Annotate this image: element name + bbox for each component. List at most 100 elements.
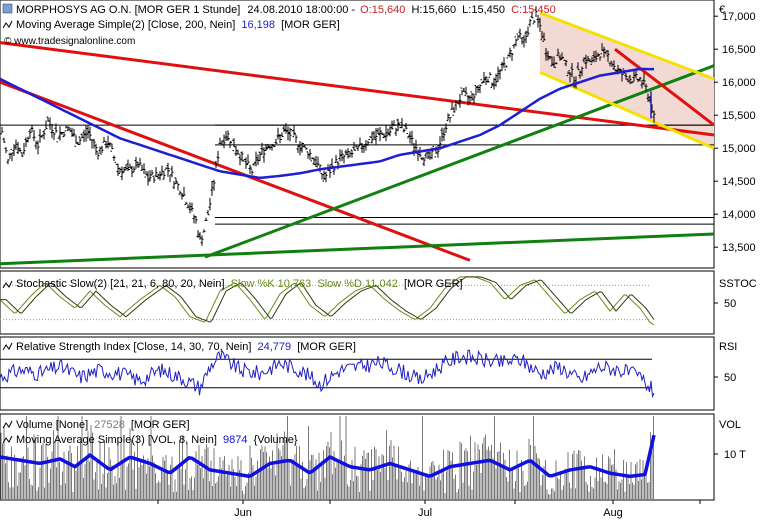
ohlc-bar	[480, 79, 484, 84]
ohlc-bar	[264, 143, 268, 151]
rsi-tail: [MOR GER]	[297, 341, 356, 353]
ohlc-bar	[116, 163, 120, 177]
ohlc-bar	[388, 126, 392, 137]
ohlc-bar	[516, 33, 520, 41]
ohlc-bar	[472, 93, 476, 104]
ohlc-bar	[158, 171, 162, 181]
ohlc-bar	[652, 110, 656, 123]
ohlc-bar	[478, 84, 482, 94]
ohlc-bar	[76, 141, 80, 145]
stoch-axis-title: SSTOC	[719, 278, 757, 290]
ohlc-bar	[466, 95, 470, 106]
volume-label1: Volume [None] 27528 [MOR GER]	[16, 419, 190, 431]
trendline-trend-red	[0, 80, 471, 262]
quote-low: L:15,450	[462, 4, 505, 16]
ohlc-bar	[162, 171, 166, 180]
trendline-trend-red	[0, 41, 715, 137]
ohlc-bar	[446, 113, 450, 122]
ohlc-bar	[548, 55, 552, 60]
ohlc-bar	[376, 127, 380, 135]
ohlc-bar	[586, 55, 590, 62]
ohlc-bar	[320, 172, 324, 180]
ohlc-bar	[294, 133, 298, 144]
ohlc-bar	[106, 135, 110, 149]
ohlc-bar	[628, 74, 632, 85]
ohlc-bar	[194, 216, 198, 224]
ohlc-bar	[178, 190, 182, 195]
ohlc-bar	[20, 152, 24, 157]
quote-open: O:15,640	[360, 4, 405, 16]
ohlc-bar	[276, 127, 280, 140]
ohlc-bar	[46, 116, 50, 122]
ohlc-bar	[386, 128, 390, 137]
volume-label2: Moving Average Simple(3) [VOL, 8, Nein] …	[16, 434, 298, 446]
ohlc-bar	[310, 157, 314, 162]
ohlc-bar	[160, 165, 164, 176]
ohlc-bar	[346, 148, 350, 159]
ohlc-bar	[64, 125, 68, 132]
ohlc-bar	[166, 162, 170, 177]
ohlc-bar	[196, 230, 200, 238]
ohlc-bar	[4, 147, 8, 154]
ohlc-bar	[500, 62, 504, 71]
stoch-series	[0, 276, 655, 326]
ohlc-bar	[324, 171, 328, 183]
volume-tick-label: 10 T	[724, 449, 746, 461]
ohlc-bar	[230, 139, 234, 144]
ohlc-bar	[28, 129, 32, 139]
ohlc-bar	[342, 154, 346, 164]
ohlc-bar	[496, 66, 500, 83]
ohlc-bar	[536, 14, 540, 28]
ohlc-bar	[640, 80, 644, 89]
ohlc-bar	[550, 56, 554, 67]
ohlc-bar	[238, 154, 242, 166]
ohlc-bar	[110, 143, 114, 152]
ohlc-bar	[292, 124, 296, 138]
ohlc-bar	[72, 128, 76, 137]
ohlc-bar	[100, 145, 104, 155]
header-line1: MORPHOSYS AG O.N. [MOR GER 1 Stunde] 24.…	[2, 3, 556, 16]
ohlc-bar	[78, 136, 82, 145]
ma-value: 16,198	[241, 19, 275, 31]
ohlc-bar	[368, 135, 372, 140]
ohlc-bar	[148, 170, 152, 182]
ohlc-bar	[448, 114, 452, 123]
ohlc-bar	[188, 202, 192, 214]
ohlc-bar	[610, 60, 614, 67]
ohlc-bar	[428, 150, 432, 160]
ohlc-bar	[98, 146, 102, 154]
ohlc-bar	[486, 78, 490, 83]
rsi-name: Relative Strength Index [Close, 14, 30, …	[16, 341, 251, 353]
ohlc-bar	[182, 186, 186, 197]
ohlc-bar	[608, 62, 612, 67]
ohlc-bar	[282, 124, 286, 133]
ohlc-bar	[112, 155, 116, 162]
ohlc-bar	[132, 166, 136, 173]
ohlc-bar	[288, 127, 292, 142]
ohlc-bar	[50, 123, 54, 139]
ohlc-bar	[440, 127, 444, 142]
ohlc-bar	[532, 20, 536, 25]
ohlc-bar	[522, 35, 526, 48]
ohlc-bar	[22, 143, 26, 155]
ohlc-bar	[630, 80, 634, 84]
ohlc-bar	[92, 138, 96, 149]
ohlc-bar	[68, 127, 72, 132]
ohlc-bar	[580, 66, 584, 77]
ohlc-bar	[30, 125, 34, 133]
ohlc-bar	[604, 50, 608, 55]
ohlc-bar	[506, 54, 510, 59]
ohlc-bar	[136, 161, 140, 168]
ohlc-bar	[168, 170, 172, 183]
ma-label: Moving Average Simple(2) [Close, 200, Ne…	[16, 19, 340, 31]
ohlc-bar	[96, 151, 100, 160]
stoch-panel[interactable]	[0, 270, 715, 335]
ohlc-bar	[302, 143, 306, 148]
rsi-tick-label: 50	[724, 372, 736, 384]
ohlc-bar	[420, 156, 424, 161]
ohlc-bar	[564, 60, 568, 67]
ohlc-bar	[600, 43, 604, 55]
ohlc-bar	[504, 65, 508, 71]
ohlc-bar	[490, 82, 494, 89]
volume-ma-name: Moving Average Simple(3) [VOL, 8, Nein]	[16, 434, 217, 446]
